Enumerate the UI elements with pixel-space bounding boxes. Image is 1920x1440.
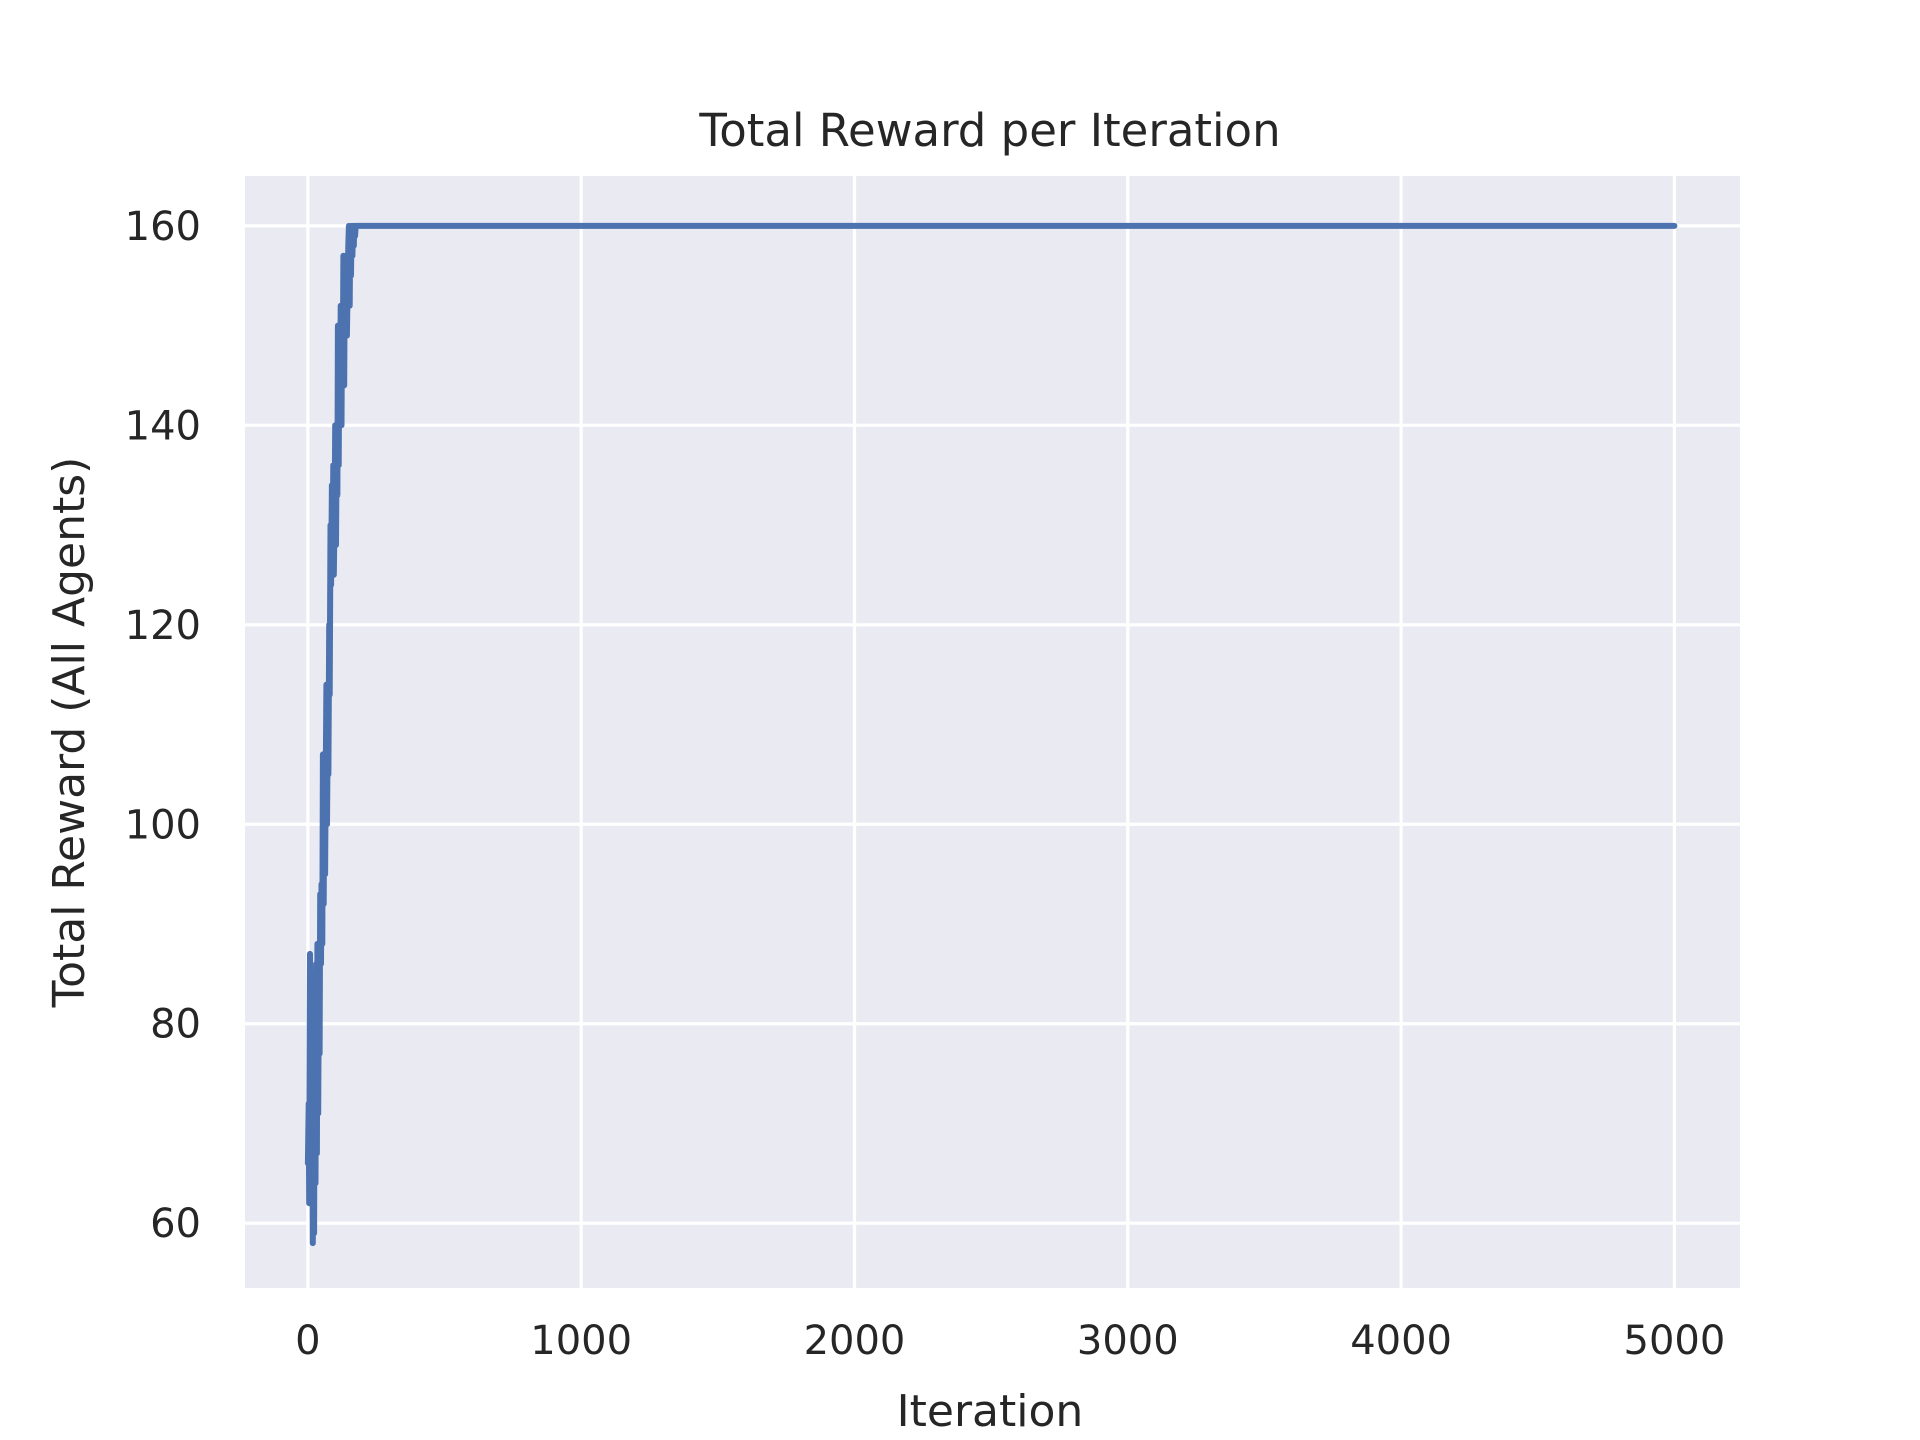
plot-background (245, 176, 1740, 1288)
x-tick-label: 5000 (1624, 1318, 1726, 1364)
y-tick-label: 140 (125, 403, 201, 449)
y-tick-label: 100 (125, 802, 201, 848)
reward-series-line (304, 222, 1678, 1247)
x-tick-label: 4000 (1350, 1318, 1452, 1364)
series-layer (304, 222, 1678, 1247)
y-tick-label: 60 (150, 1201, 201, 1247)
y-tick-label: 80 (150, 1002, 201, 1048)
y-axis-label: Total Reward (All Agents) (44, 457, 95, 1009)
x-tick-label: 3000 (1077, 1318, 1179, 1364)
x-axis-label: Iteration (897, 1386, 1084, 1437)
x-tick-labels: 0 1000 2000 3000 4000 5000 (295, 1318, 1725, 1364)
y-tick-labels: 60 80 100 120 140 160 (125, 204, 201, 1247)
chart-title: Total Reward per Iteration (698, 104, 1280, 157)
x-tick-label: 0 (295, 1318, 320, 1364)
x-tick-label: 2000 (804, 1318, 906, 1364)
x-tick-label: 1000 (530, 1318, 632, 1364)
y-tick-label: 160 (125, 204, 201, 250)
y-tick-label: 120 (125, 603, 201, 649)
